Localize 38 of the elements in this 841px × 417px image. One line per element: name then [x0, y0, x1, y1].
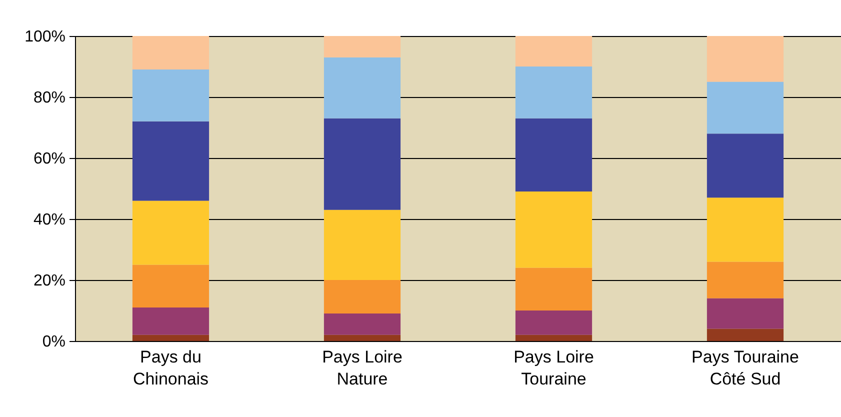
y-tick-label: 100% — [24, 28, 66, 46]
bar — [706, 82, 784, 134]
bar — [324, 280, 401, 314]
x-tick-label: Pays du Chinonais — [132, 348, 209, 388]
bar — [132, 36, 210, 70]
bar — [515, 310, 592, 335]
y-tick-label: 40% — [33, 212, 66, 228]
bar — [515, 118, 592, 192]
bar — [706, 328, 784, 341]
bar — [324, 334, 401, 341]
bar — [132, 121, 210, 201]
y-tick-label: 80% — [33, 90, 66, 106]
bar — [132, 334, 210, 341]
bar — [706, 198, 784, 262]
bar — [515, 192, 592, 268]
x-tick-label: Pays Loire Nature — [322, 348, 402, 388]
bar — [132, 264, 210, 308]
bar — [515, 36, 592, 66]
bar — [324, 36, 401, 58]
bar — [324, 210, 401, 280]
x-tick-label: Pays Touraine Côté Sud — [692, 348, 799, 388]
bar — [706, 134, 784, 198]
bar — [515, 334, 592, 341]
bar — [706, 36, 784, 82]
bar — [324, 57, 401, 118]
bar — [132, 70, 210, 122]
bar — [706, 298, 784, 329]
bar — [132, 200, 210, 265]
y-tick-label: 60% — [33, 150, 66, 168]
bar — [515, 268, 592, 310]
bar — [132, 307, 210, 335]
y-tick-label: 20% — [33, 272, 66, 290]
y-tick-label: 0% — [42, 334, 66, 350]
bar — [515, 66, 592, 118]
bar — [706, 262, 784, 298]
bar — [324, 314, 401, 335]
bar — [324, 118, 401, 210]
x-tick-label: Pays Loire Touraine — [514, 348, 594, 388]
